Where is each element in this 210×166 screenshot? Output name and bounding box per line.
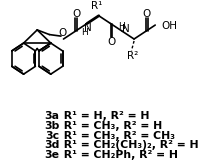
- Text: R¹ = CH₃, R² = H: R¹ = CH₃, R² = H: [60, 121, 163, 131]
- Text: N: N: [84, 23, 91, 33]
- Text: N: N: [122, 24, 130, 34]
- Text: R¹ = CH₂Ph, R² = H: R¹ = CH₂Ph, R² = H: [60, 150, 178, 160]
- Text: 3d: 3d: [44, 140, 59, 150]
- Text: OH: OH: [161, 21, 177, 31]
- Text: O: O: [72, 9, 80, 19]
- Text: H: H: [81, 28, 88, 37]
- Text: 3c: 3c: [45, 130, 59, 141]
- Text: O: O: [107, 37, 116, 46]
- Text: R²: R²: [127, 51, 138, 61]
- Text: R¹ = H, R² = H: R¹ = H, R² = H: [60, 111, 150, 121]
- Text: R¹ = CH₂(CH₃)₂, R² = H: R¹ = CH₂(CH₃)₂, R² = H: [60, 140, 199, 150]
- Text: O: O: [143, 9, 151, 19]
- Text: 3b: 3b: [44, 121, 59, 131]
- Text: 3a: 3a: [45, 111, 59, 121]
- Text: R¹ = CH₃, R² = CH₃: R¹ = CH₃, R² = CH₃: [60, 130, 175, 141]
- Text: O: O: [59, 28, 67, 38]
- Text: 3e: 3e: [45, 150, 59, 160]
- Text: H: H: [118, 22, 125, 31]
- Text: R¹: R¹: [91, 1, 103, 11]
